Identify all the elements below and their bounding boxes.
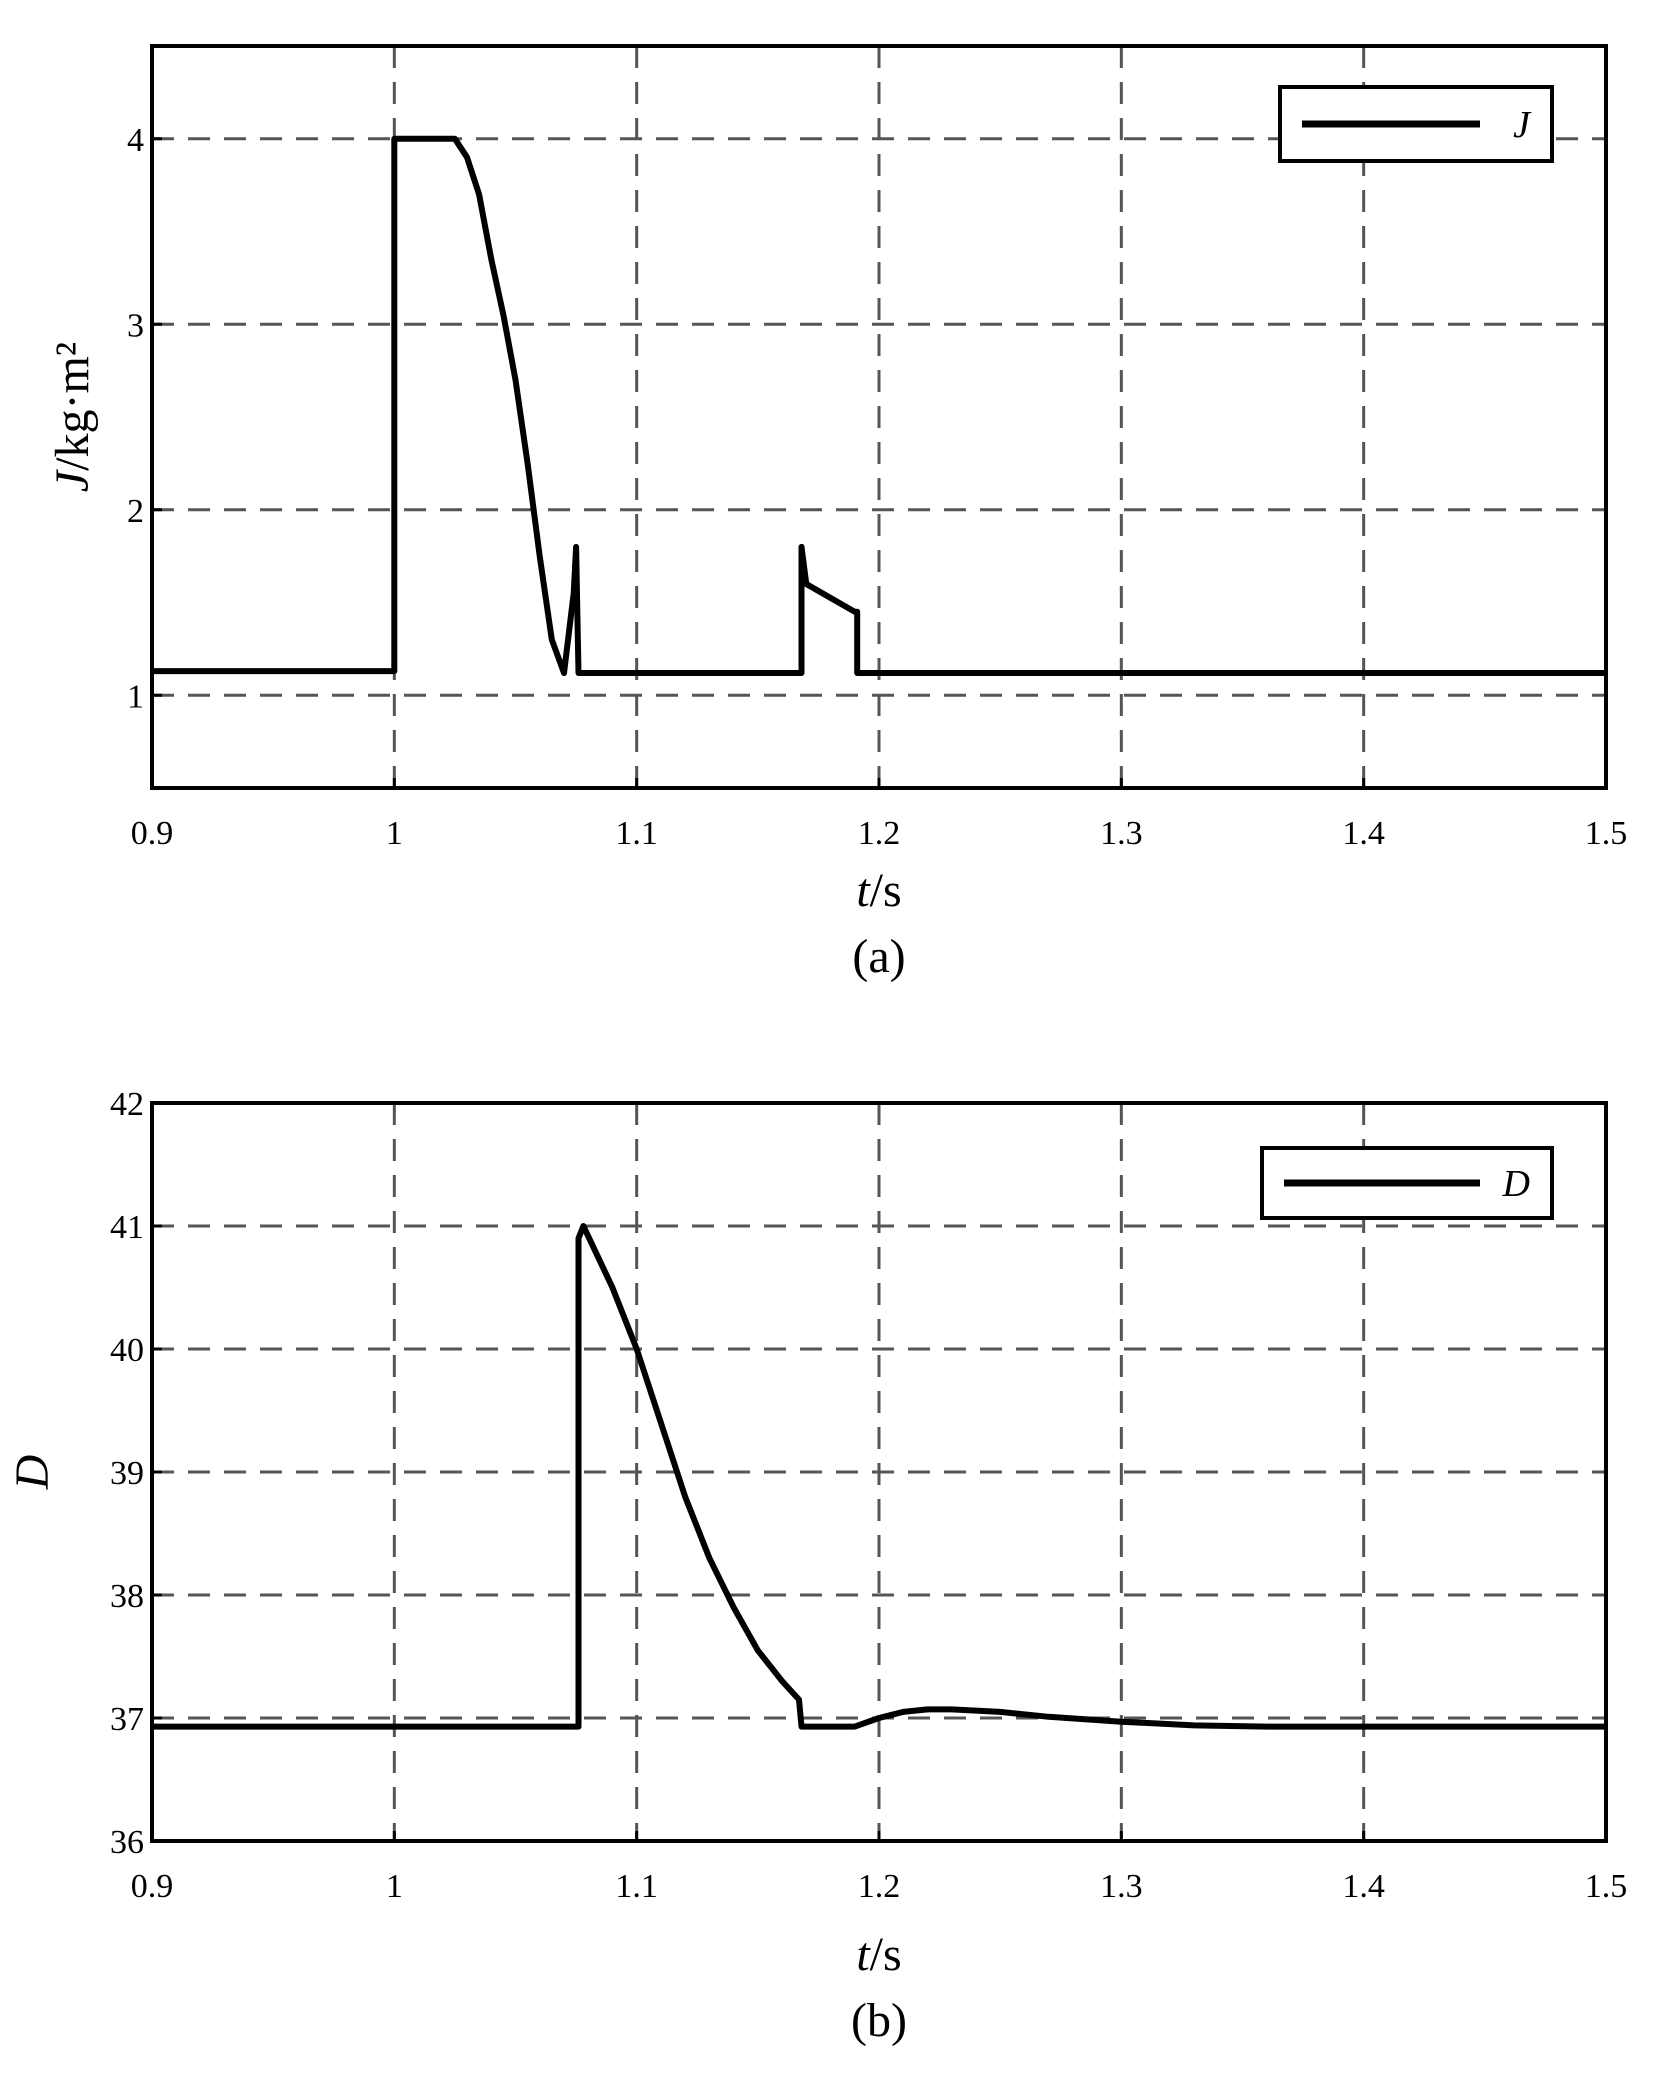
x-tick-label-5: 1.4 [1342, 815, 1385, 852]
y-tick-label-6: 42 [110, 1086, 144, 1123]
tick-labels-b: 0.9 1 1.1 1.2 1.3 1.4 1.5 36 37 38 39 40 41 42 [110, 1086, 1627, 1905]
caption-b: (b) [851, 1994, 907, 2047]
grid-a [152, 46, 1606, 788]
y-tick-label-5: 41 [110, 1209, 144, 1246]
x-tick-label-0: 0.9 [131, 1868, 174, 1905]
marks-a [152, 135, 1606, 676]
x-axis-label-a: t/s [856, 864, 901, 917]
panel-a: 0.9 1 1.1 1.2 1.3 1.4 1.5 1 2 3 4 J J/kg·m² t/s (a… [46, 44, 1627, 983]
x-axis-unit-b: /s [870, 1928, 902, 1981]
y-tick-label-0: 1 [127, 678, 144, 715]
x-tick-label-6: 1.5 [1585, 1868, 1628, 1905]
caption-a: (a) [852, 930, 905, 983]
y-tick-label-0: 36 [110, 1824, 144, 1861]
y-tick-label-1: 37 [110, 1701, 144, 1738]
legend-label-a: J [1513, 104, 1532, 146]
tick-labels-a: 0.9 1 1.1 1.2 1.3 1.4 1.5 1 2 3 4 [127, 122, 1627, 852]
y-tick-label-2: 38 [110, 1578, 144, 1615]
y-axis-label-b: D [6, 1455, 59, 1491]
marks-b [152, 1223, 1606, 1730]
x-tick-label-1: 1 [386, 1868, 403, 1905]
x-tick-label-0: 0.9 [131, 815, 174, 852]
y-tick-label-1: 2 [127, 493, 144, 530]
x-axis-unit-a: /s [870, 864, 902, 917]
x-tick-label-4: 1.3 [1100, 815, 1143, 852]
y-axis-label-a: J/kg·m² [46, 342, 99, 492]
y-tick-label-2: 3 [127, 307, 144, 344]
x-tick-label-4: 1.3 [1100, 1868, 1143, 1905]
x-axis-var-a: t [856, 864, 871, 917]
x-tick-label-2: 1.1 [615, 815, 658, 852]
x-tick-label-2: 1.1 [615, 1868, 658, 1905]
x-axis-label-b: t/s [856, 1928, 901, 1981]
x-tick-label-5: 1.4 [1342, 1868, 1385, 1905]
series-line-D [152, 1223, 1606, 1730]
x-tick-label-3: 1.2 [858, 1868, 901, 1905]
x-tick-label-3: 1.2 [858, 815, 901, 852]
y-axis-var-b: D [6, 1455, 59, 1491]
y-axis-var-a: J [46, 468, 99, 492]
legend-label-b: D [1502, 1163, 1530, 1205]
y-tick-label-3: 4 [127, 122, 144, 159]
y-axis-unit-a: /kg·m² [46, 342, 99, 471]
y-tick-label-4: 40 [110, 1332, 144, 1369]
legend-b: D [1260, 1146, 1554, 1220]
x-tick-label-1: 1 [386, 815, 403, 852]
series-line-J [152, 135, 1606, 676]
y-tick-label-3: 39 [110, 1455, 144, 1492]
x-tick-label-6: 1.5 [1585, 815, 1628, 852]
x-axis-var-b: t [856, 1928, 871, 1981]
legend-a: J [1278, 85, 1554, 163]
panel-b: 0.9 1 1.1 1.2 1.3 1.4 1.5 36 37 38 39 40 41 42 D D t/… [6, 1086, 1627, 2047]
